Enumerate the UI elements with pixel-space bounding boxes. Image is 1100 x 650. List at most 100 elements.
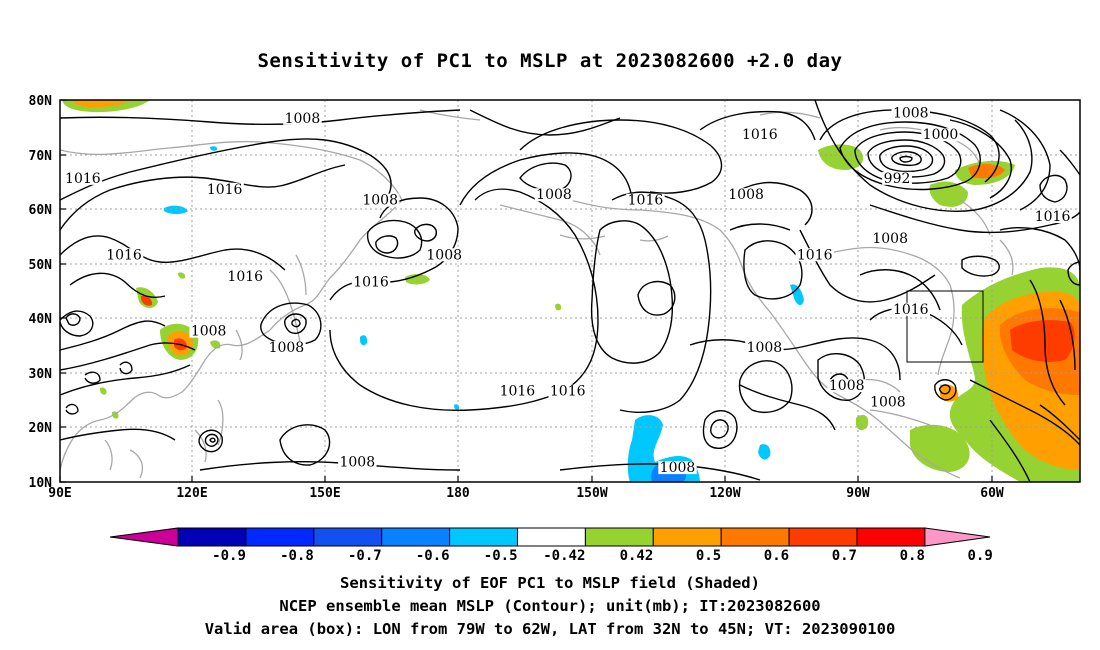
colorbar-label: 0.8 [900,548,925,564]
contour-label: 1008 [426,247,462,263]
lon-label: 150W [576,486,607,501]
positive-sensitivity-shading [62,100,1080,482]
contour-label-bg [891,302,930,316]
lon-label: 120W [709,486,740,501]
colorbar-label: -0.6 [416,548,450,564]
contour-label: 1008 [536,187,572,203]
contour-label-bg [740,128,780,142]
colorbar-segment [584,527,654,547]
grid-lines [60,100,1080,482]
lon-label: 150E [309,486,340,501]
caption-shaded: Sensitivity of EOF PC1 to MSLP field (Sh… [340,574,760,592]
colorbar-label: -0.9 [212,548,246,564]
lat-label: 30N [29,367,53,382]
chart-title: Sensitivity of PC1 to MSLP at 2023082600… [257,50,843,72]
colorbar-segment [652,527,722,547]
contour-label-bg [351,275,391,289]
contour-label-bg [870,231,910,245]
contour-label: 1008 [660,460,696,476]
colorbar-label: -0.7 [348,548,382,564]
colorbar-segment [517,527,586,547]
valid-area-box [906,290,984,363]
tick-marks [59,99,993,483]
contour-label-bg [827,379,866,393]
contour-label-bg [658,461,697,475]
colorbar-segment [245,527,315,547]
contour-label: 1016 [550,384,586,400]
contour-label: 1016 [500,384,536,400]
colorbar-label: 0.5 [696,548,721,564]
colorbar-label: -0.5 [484,548,518,564]
contour-label-bg [891,106,930,120]
colorbar-segment [177,527,247,547]
contour-labels: 1008 1016 1016 1008 1016 1016 1008 1016 1008 1008… [63,105,1072,476]
contour-label: 1008 [269,340,305,356]
contour-label: 1008 [362,193,398,209]
contour-label: 1016 [207,182,243,198]
contour-label-bg [795,248,834,262]
lat-label: 70N [29,149,53,164]
contour-label-bg [626,193,665,207]
caption-contour: NCEP ensemble mean MSLP (Contour); unit(… [279,597,821,615]
contour-label: 1016 [1035,209,1071,225]
colorbar-segment [313,527,383,547]
colorbar-segment [720,527,790,547]
lon-label: 90E [48,486,71,501]
colorbar-label: -0.8 [280,548,314,564]
contour-label: 1008 [285,111,321,127]
contour-label-bg [921,128,960,142]
contour-label-bg [63,171,103,185]
contour-label-bg [745,341,784,355]
contour-label-bg [283,111,322,125]
colorbar-segment [788,527,858,547]
contour-label: 1016 [65,171,101,187]
contour-label-bg [534,188,574,202]
lat-label: 10N [29,476,53,491]
contour-label: 1008 [747,340,783,356]
lat-label: 50N [29,258,53,273]
contour-label: 1016 [227,269,263,285]
contour-label-bg [726,188,766,202]
colorbar-segment [856,527,926,547]
map-frame [59,99,1081,483]
colorbar-label: 0.7 [832,548,857,564]
contour-label-bg [338,455,377,469]
lat-label: 60N [29,203,53,218]
colorbar-label: 0.9 [968,548,993,564]
contour-label: 1008 [728,187,764,203]
contour-label-bg [498,384,537,398]
contour-label-bg [267,341,306,355]
contour-label: 1008 [829,378,865,394]
contour-label: 1016 [628,193,664,209]
lat-label: 20N [29,421,53,436]
lat-axis-labels: 80N 70N 60N 50N 40N 30N 20N 10N [29,94,53,491]
contour-label-bg [189,324,228,338]
contour-label-bg [1033,210,1072,224]
contour-label: 1008 [191,324,227,340]
caption-valid-area: Valid area (box): LON from 79W to 62W, L… [204,620,896,638]
colorbar-segment [381,527,451,547]
contour-label: 1016 [353,275,389,291]
contour-label-bg [882,171,912,185]
lat-label: 40N [29,312,53,327]
contour-label: 1008 [872,231,908,247]
contour-label-bg [205,182,244,196]
colorbar-high-extend [924,527,991,547]
contour-label: 1016 [106,247,142,263]
lon-label: 90W [846,486,870,501]
contour-label-bg [548,384,587,398]
contour-label: 1016 [797,247,833,263]
colorbar-label: 0.42 [620,548,654,564]
colorbar-label: 0.6 [764,548,789,564]
contour-label-bg [104,248,144,262]
lon-axis-labels: 90E 120E 150E 180 150W 120W 90W 60W [48,486,1004,501]
contour-label: 1016 [742,127,778,143]
colorbar-label: -0.42 [543,548,585,564]
colorbar-segment [449,527,519,547]
lon-label: 180 [446,486,470,501]
lon-label: 60W [980,486,1004,501]
contour-label-bg [226,270,265,284]
colorbar: -0.9 -0.8 -0.7 -0.6 -0.5 -0.42 0.42 0.5 0.6 0.7 0.… [109,527,993,564]
lon-label: 120E [176,486,207,501]
lat-label: 80N [29,94,53,109]
